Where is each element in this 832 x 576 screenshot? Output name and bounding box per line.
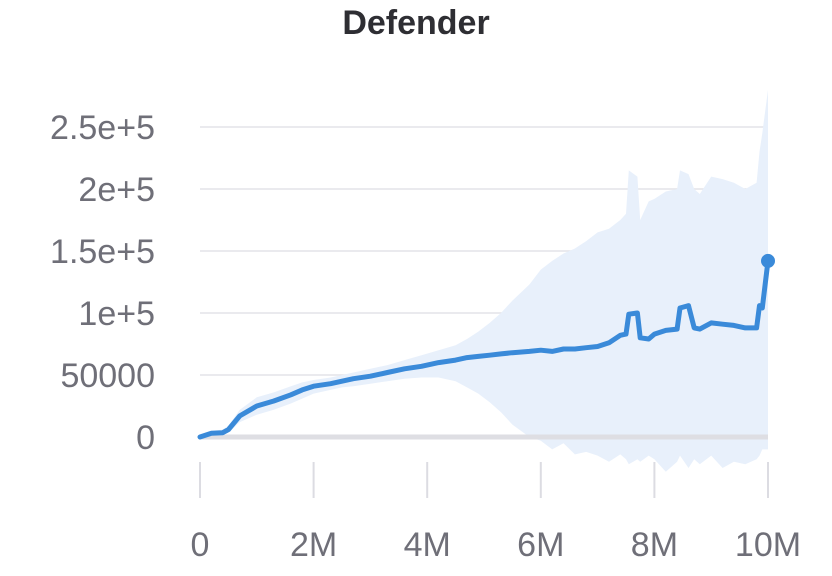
series-line <box>197 258 771 440</box>
y-tick-label: 1e+5 <box>78 295 155 333</box>
series-end-point <box>761 253 775 268</box>
y-tick-label: 2.5e+5 <box>50 109 155 147</box>
x-axis-ticks: 0 2M 4M 6M 8M 10M <box>191 462 801 564</box>
y-tick-label: 1.5e+5 <box>50 233 155 271</box>
series-line-group <box>197 253 775 440</box>
x-tick-label: 4M <box>404 526 451 564</box>
x-tick-label: 2M <box>290 526 337 564</box>
y-tick-label: 0 <box>136 419 155 457</box>
confidence-band-area <box>200 89 768 472</box>
y-tick-label: 50000 <box>60 357 155 395</box>
x-tick-label: 10M <box>735 526 801 564</box>
y-tick-label: 2e+5 <box>78 171 155 209</box>
y-axis-ticks: 0 50000 1e+5 1.5e+5 2e+5 2.5e+5 <box>50 109 155 457</box>
x-tick-label: 6M <box>517 526 564 564</box>
x-tick-label: 8M <box>631 526 678 564</box>
x-tick-label: 0 <box>191 526 210 564</box>
chart-title: Defender <box>342 4 490 42</box>
confidence-band <box>200 89 768 472</box>
